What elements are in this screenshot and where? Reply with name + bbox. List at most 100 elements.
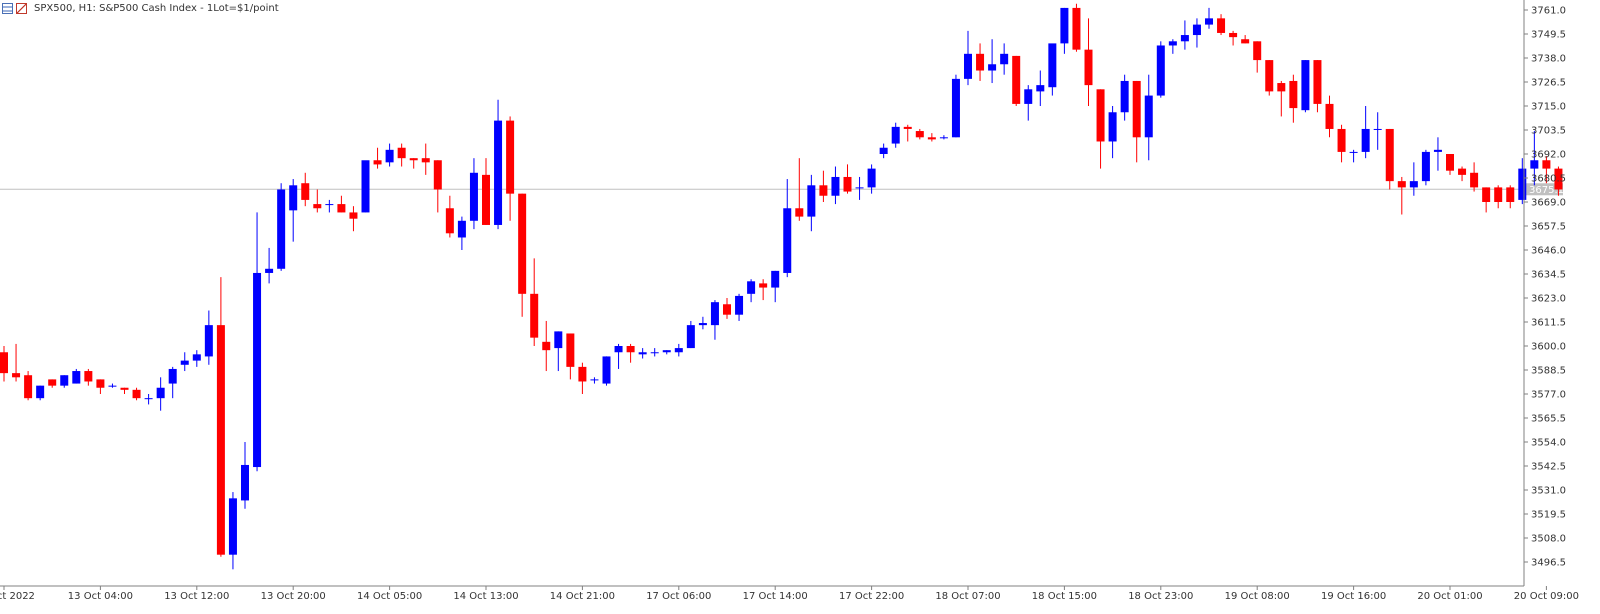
candle-body (614, 346, 623, 353)
candle (132, 387, 141, 401)
candle (1494, 185, 1503, 209)
price-axis: 3761.0 3749.5 3738.0 3726.5 3715.0 3703.5 3692… (1523, 0, 1566, 586)
candle-body (723, 304, 731, 315)
price-tick-label: 3738.0 (1531, 54, 1566, 65)
candle (626, 343, 635, 363)
candle-body (1470, 172, 1479, 188)
candle (1337, 124, 1346, 163)
candle (735, 293, 744, 321)
candle-body (1433, 149, 1442, 152)
candle-body (1168, 41, 1177, 46)
candle (120, 387, 129, 394)
candle-body (1337, 128, 1346, 152)
candle (590, 377, 599, 384)
candle (951, 74, 960, 138)
chart-icon[interactable] (16, 2, 27, 14)
price-tick-label: 3669.0 (1531, 198, 1566, 209)
price-tick-label: 3577.0 (1531, 390, 1566, 401)
candle-body (84, 371, 93, 382)
candle (542, 320, 551, 372)
candle (1205, 7, 1213, 29)
price-tick-label: 3692.0 (1531, 150, 1566, 161)
candle-body (1156, 45, 1165, 96)
candle (1024, 85, 1033, 121)
candle (1229, 30, 1238, 46)
time-tick-label: 13 Oct 20:00 (261, 591, 326, 602)
candle (277, 183, 286, 271)
candle (1072, 3, 1081, 52)
candle (1217, 14, 1226, 36)
candle (1156, 41, 1165, 98)
candle-body (216, 325, 225, 555)
candle-body (168, 368, 177, 384)
candle-body (253, 272, 262, 468)
candle (1132, 80, 1141, 163)
candle-body (1325, 103, 1334, 129)
candle (1048, 43, 1057, 96)
price-tick-label: 3634.5 (1531, 270, 1566, 281)
candle (156, 377, 165, 411)
candle-body (421, 158, 430, 163)
candle-body (530, 293, 539, 338)
candle-body (445, 208, 454, 234)
price-tick-label: 3726.5 (1531, 78, 1566, 89)
time-tick-label: 14 Oct 05:00 (357, 591, 422, 602)
candle-body (433, 160, 442, 190)
candle-body (337, 204, 346, 213)
candle (1421, 149, 1430, 186)
candle (530, 258, 539, 346)
candle-body (590, 379, 599, 381)
candle-body (662, 350, 671, 353)
candle-body (566, 333, 575, 367)
candle (301, 172, 310, 207)
candle (891, 122, 900, 148)
candle (988, 39, 997, 84)
candle-body (494, 120, 503, 225)
candle-body (891, 126, 900, 144)
data-window-icon[interactable] (2, 2, 13, 14)
candle-body (1072, 7, 1081, 50)
candle-body (457, 220, 466, 238)
candle-body (578, 366, 587, 382)
candles-layer (0, 3, 1563, 570)
time-tick-label: 19 Oct 08:00 (1225, 591, 1290, 602)
candle (783, 179, 792, 278)
candle-body (1397, 181, 1406, 188)
price-tick-label: 3600.0 (1531, 342, 1566, 353)
candle-body (180, 360, 189, 365)
candle-body (120, 387, 129, 390)
candle (807, 174, 816, 232)
time-tick-label: 14 Oct 21:00 (550, 591, 615, 602)
candle (253, 212, 262, 472)
candle (265, 247, 274, 284)
candle-body (976, 53, 985, 71)
price-line-layer: 3675.1 (0, 183, 1564, 196)
candle (1108, 106, 1117, 159)
candle-body (241, 464, 249, 501)
candle-body (1554, 168, 1563, 190)
candle-body (1180, 35, 1189, 42)
candle (494, 99, 503, 230)
candle-body (915, 131, 924, 138)
candle-body (1253, 41, 1262, 61)
candle (1542, 156, 1551, 184)
candle (879, 143, 888, 159)
candle (795, 158, 804, 221)
candle (1168, 39, 1177, 54)
candle-body (12, 373, 21, 378)
candle-body (1289, 80, 1298, 109)
candle (1530, 131, 1539, 186)
time-tick-label: 17 Oct 22:00 (839, 591, 904, 602)
time-tick-label: 19 Oct 16:00 (1321, 591, 1386, 602)
candle-body (831, 176, 840, 196)
candle-body (397, 147, 406, 159)
candle-body (554, 331, 563, 349)
candle-body (795, 208, 804, 217)
price-tick-label: 3715.0 (1531, 102, 1566, 113)
candle-body (313, 204, 322, 209)
candle (1277, 80, 1286, 117)
candle (614, 343, 623, 369)
candle-body (1542, 160, 1551, 169)
candle-body (1494, 187, 1503, 202)
